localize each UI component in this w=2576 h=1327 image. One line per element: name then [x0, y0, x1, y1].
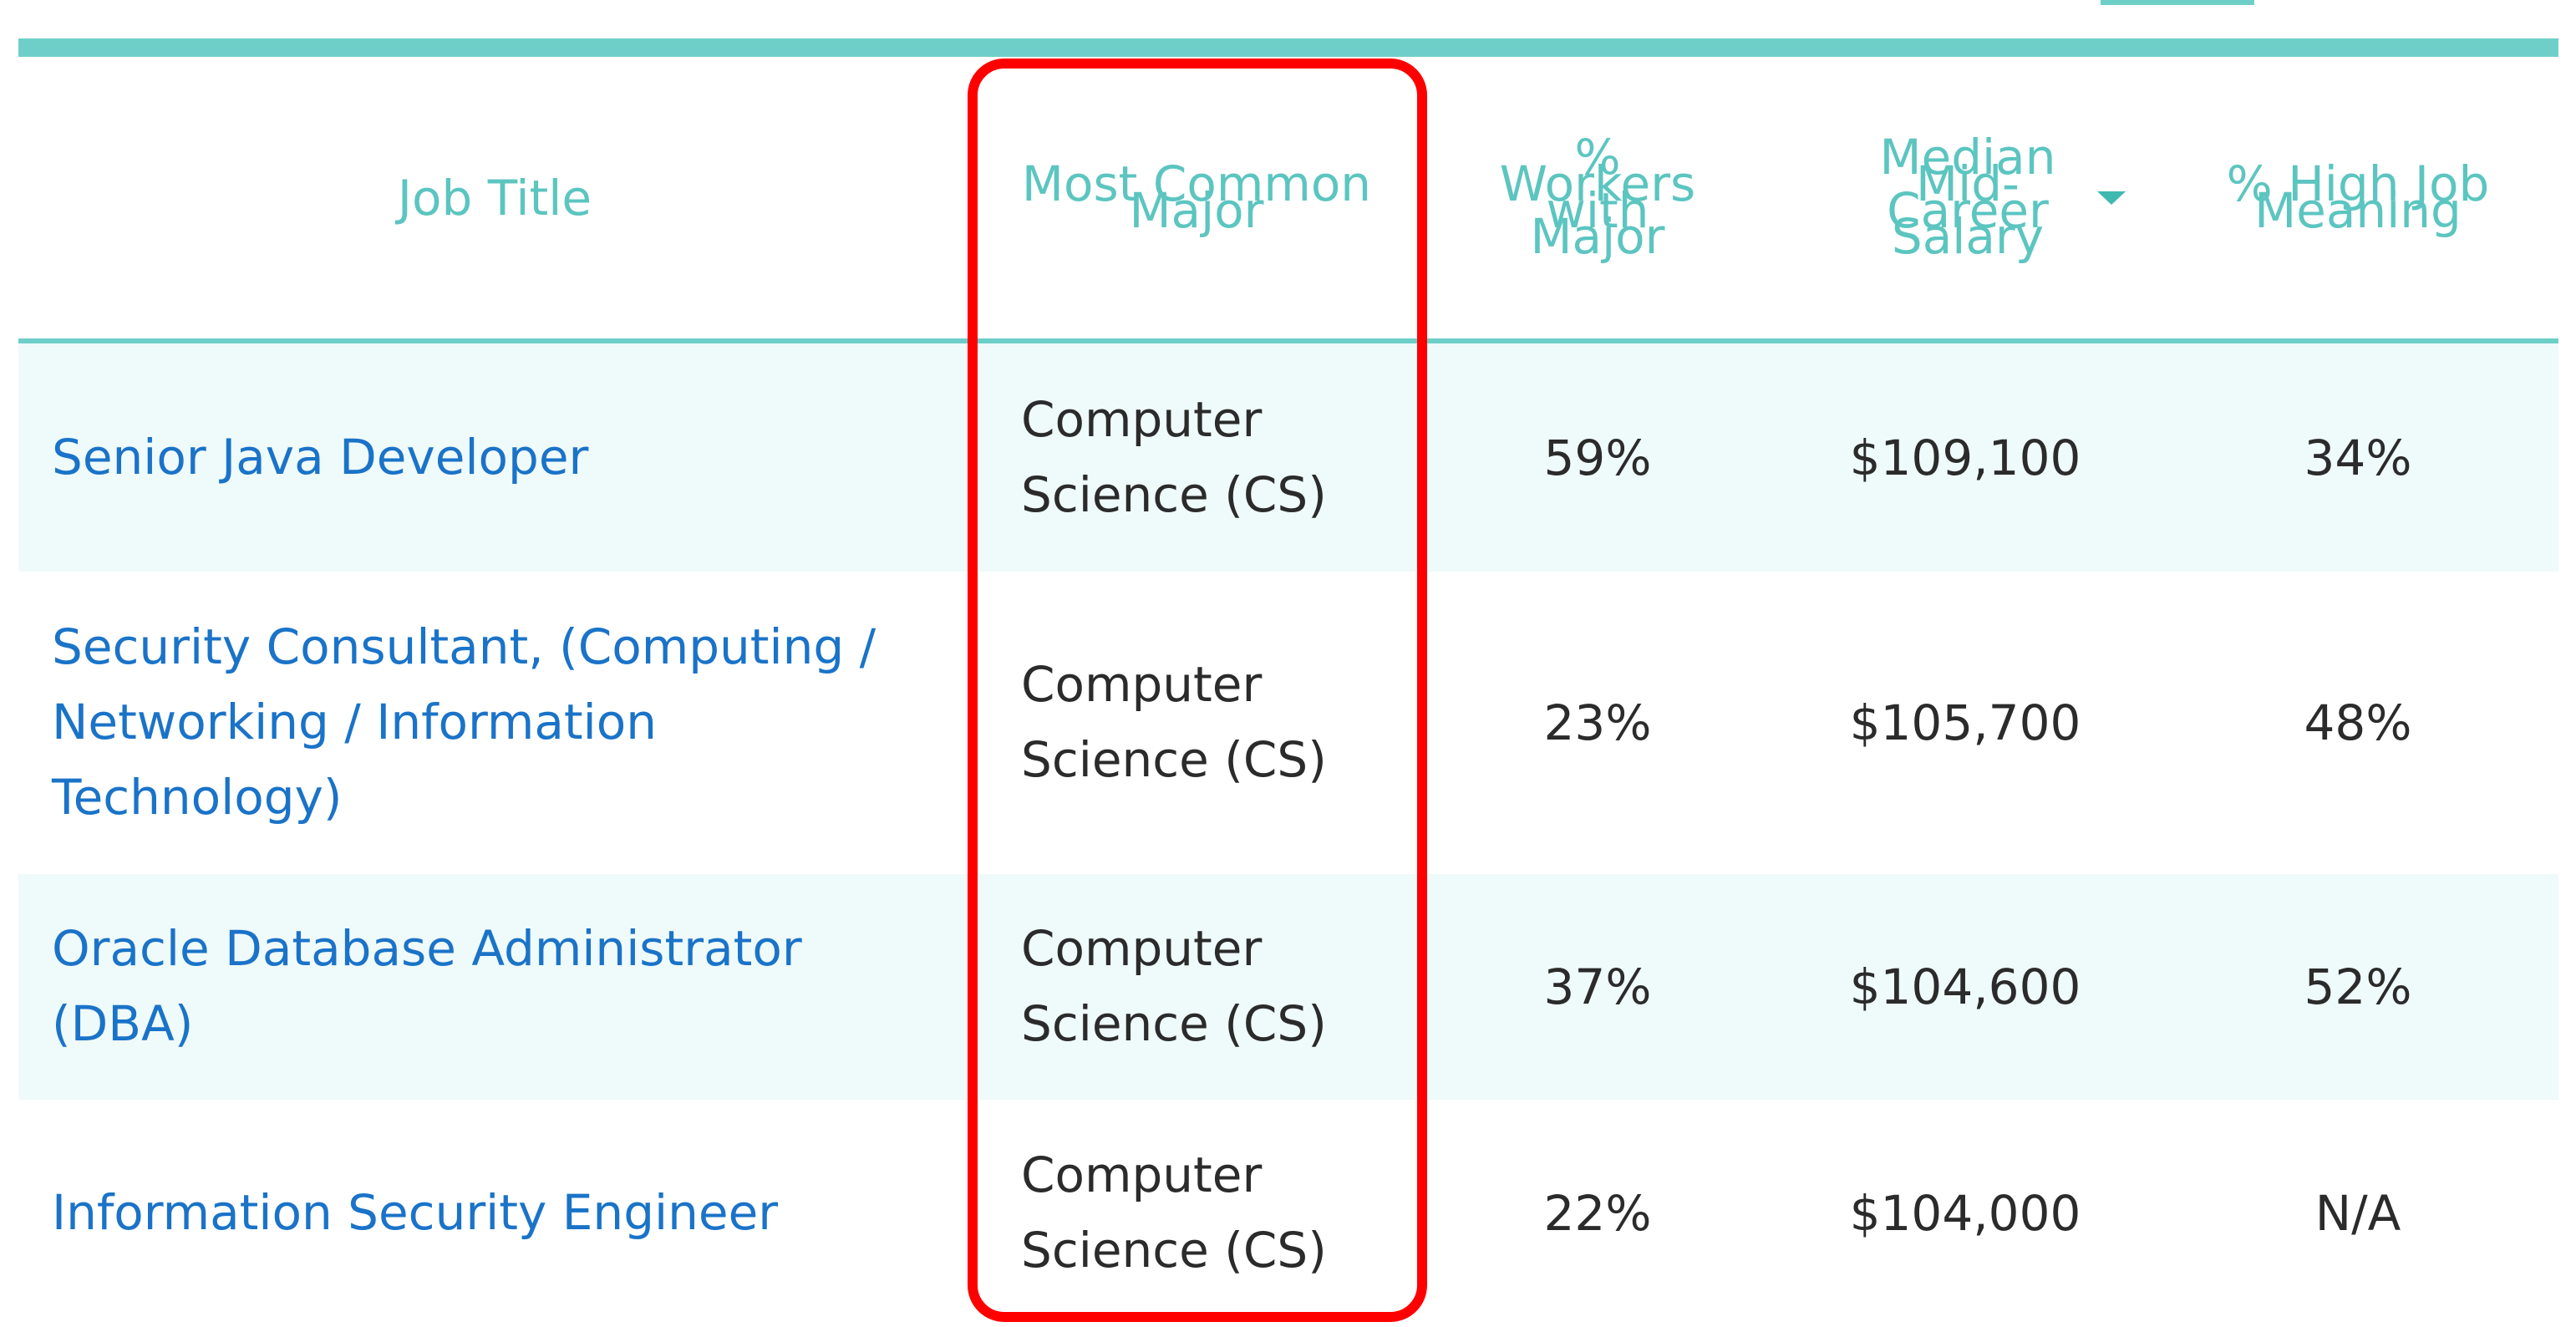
- job-title-link[interactable]: Security Consultant, (Computing / Networ…: [52, 618, 876, 826]
- job-meaning-cell: 48%: [2304, 694, 2412, 751]
- table-row: Senior Java Developer Computer Science (…: [18, 341, 2558, 572]
- job-meaning-cell: 34%: [2157, 341, 2558, 572]
- table-top-accent-bar: [18, 38, 2558, 57]
- pct-major-cell: 23%: [1543, 694, 1652, 751]
- job-meaning-cell: N/A: [2314, 1185, 2401, 1242]
- column-header-label: % Workers with Major: [1499, 128, 1696, 266]
- table-header-row: Job Title Most Common Major % Workers wi…: [18, 57, 2558, 343]
- column-header-pct-workers-with-major[interactable]: % Workers with Major: [1422, 57, 1773, 343]
- salary-table: Job Title Most Common Major % Workers wi…: [18, 57, 2558, 1327]
- column-header-label: Job Title: [397, 170, 592, 227]
- job-meaning-cell: 52%: [2157, 874, 2558, 1100]
- column-header-label: % High Job Meaning: [2226, 155, 2490, 239]
- salary-cell: $105,700: [1849, 694, 2081, 751]
- caret-down-icon[interactable]: [2097, 191, 2126, 205]
- column-header-label: Median Mid-Career Salary: [1879, 128, 2056, 266]
- major-cell: Computer Science (CS): [971, 341, 1422, 572]
- column-header-label: Most Common Major: [1021, 155, 1372, 239]
- salary-cell: $109,100: [1773, 341, 2157, 572]
- major-cell: Computer Science (CS): [971, 874, 1422, 1100]
- table-row: Oracle Database Administrator (DBA) Comp…: [18, 874, 2558, 1100]
- job-title-link[interactable]: Oracle Database Administrator (DBA): [18, 874, 971, 1100]
- pct-major-cell: 37%: [1422, 874, 1773, 1100]
- job-title-link[interactable]: Information Security Engineer: [52, 1184, 779, 1242]
- salary-cell: $104,600: [1773, 874, 2157, 1100]
- pct-major-cell: 59%: [1422, 341, 1773, 572]
- column-header-most-common-major[interactable]: Most Common Major: [971, 57, 1422, 343]
- column-header-pct-high-job-meaning[interactable]: % High Job Meaning: [2157, 57, 2558, 343]
- top-tab-indicator[interactable]: [2101, 0, 2254, 5]
- pct-major-cell: 22%: [1543, 1185, 1652, 1242]
- major-cell: Computer Science (CS): [1021, 1147, 1327, 1279]
- salary-cell: $104,000: [1849, 1185, 2081, 1242]
- table-row: Security Consultant, (Computing / Networ…: [18, 572, 2558, 874]
- column-header-job-title[interactable]: Job Title: [18, 57, 971, 343]
- major-cell: Computer Science (CS): [1021, 656, 1327, 788]
- job-title-link[interactable]: Senior Java Developer: [18, 341, 971, 572]
- column-header-median-mid-career-salary[interactable]: Median Mid-Career Salary: [1773, 57, 2157, 343]
- table-row: Information Security Engineer Computer S…: [18, 1100, 2558, 1327]
